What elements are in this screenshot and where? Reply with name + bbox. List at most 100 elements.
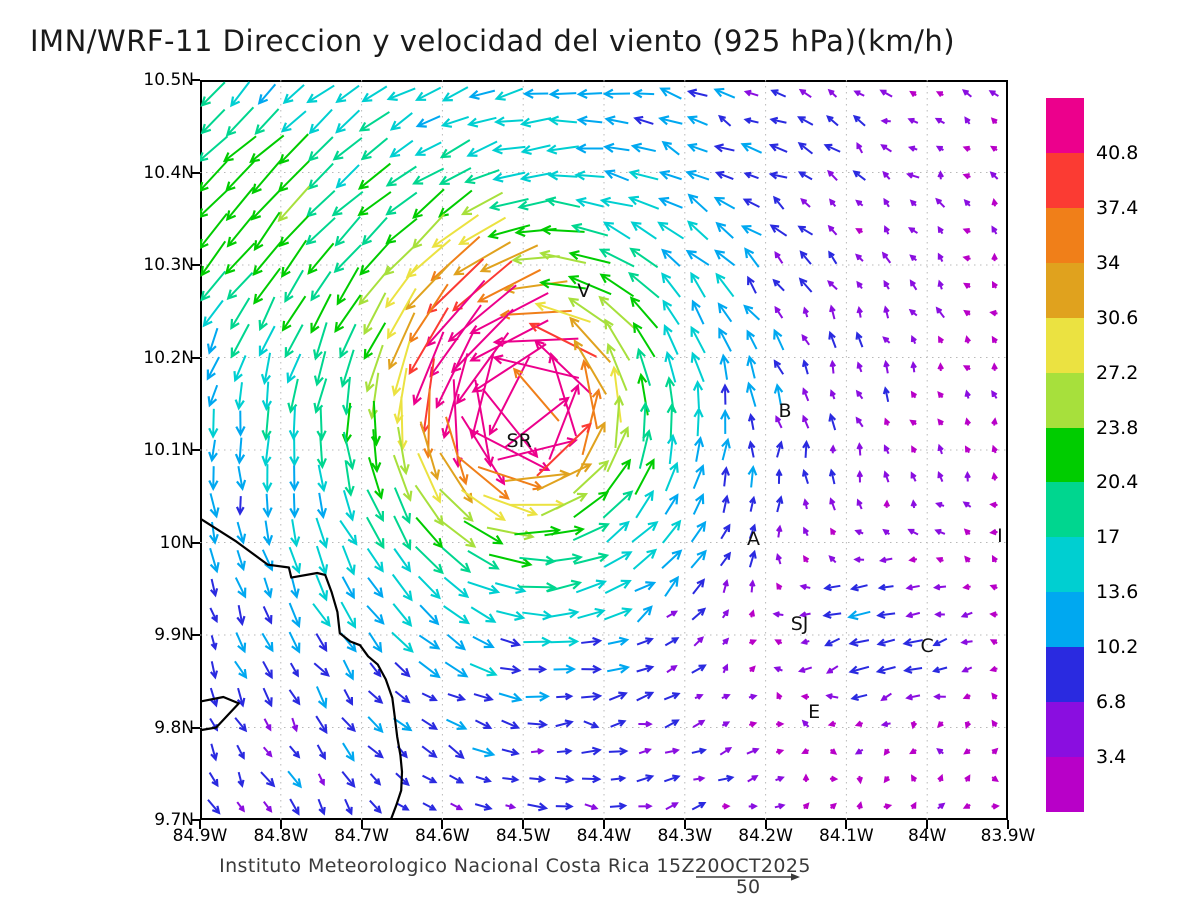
- wind-arrow-head: [936, 721, 944, 728]
- wind-arrow-shaft: [345, 402, 352, 443]
- wind-arrow-head: [748, 609, 756, 617]
- wind-arrow-head: [686, 220, 698, 231]
- y-axis-tick-label: 9.7N: [154, 810, 194, 830]
- wind-arrow-head: [265, 805, 273, 813]
- wind-arrow-shaft: [536, 423, 591, 477]
- wind-arrow-head: [320, 667, 330, 677]
- wind-arrow-shaft: [427, 258, 485, 313]
- wind-arrow-shaft: [443, 605, 469, 624]
- wind-arrow-head: [573, 339, 584, 351]
- colorbar-tick-label: 30.6: [1096, 306, 1139, 329]
- wind-arrow-shaft: [237, 604, 244, 624]
- wind-arrow-shaft: [688, 90, 708, 97]
- wind-arrow-shaft: [288, 602, 300, 627]
- wind-arrow-head: [503, 283, 515, 294]
- wind-arrow-head: [883, 197, 890, 205]
- wind-arrow-head: [206, 343, 217, 355]
- wind-arrow-head: [208, 451, 218, 463]
- wind-arrow-shaft: [664, 463, 678, 492]
- wind-arrow-shaft: [607, 344, 628, 391]
- x-axis-tick-label: 84.6W: [415, 826, 470, 846]
- wind-arrow-head: [373, 587, 384, 599]
- wind-arrow-shaft: [572, 224, 609, 237]
- wind-arrow-shaft: [630, 297, 659, 329]
- wind-arrow-shaft: [581, 749, 600, 754]
- x-axis-tick-mark: [683, 820, 686, 829]
- wind-arrow-shaft: [409, 283, 449, 343]
- wind-arrow-head: [745, 381, 756, 393]
- wind-arrow-shaft: [312, 603, 331, 626]
- wind-arrow-head: [598, 490, 610, 501]
- wind-arrow-shaft: [287, 353, 302, 382]
- wind-arrow-head: [960, 611, 969, 618]
- wind-arrow-head: [905, 693, 913, 701]
- wind-arrow-shaft: [687, 171, 710, 181]
- x-axis-tick-mark: [199, 820, 201, 829]
- wind-arrow-shaft: [692, 494, 704, 515]
- wind-arrow-head: [495, 511, 507, 522]
- wind-arrow-head: [644, 747, 652, 755]
- wind-arrow-head: [802, 802, 810, 810]
- wind-arrow-head: [988, 90, 996, 97]
- wind-arrow-head: [963, 282, 971, 289]
- wind-arrow-head: [636, 347, 646, 359]
- wind-arrow-shaft: [660, 171, 682, 181]
- wind-arrow-head: [697, 607, 707, 616]
- wind-arrow-head: [802, 387, 809, 395]
- wind-arrow-head: [854, 748, 862, 755]
- wind-arrow-shaft: [690, 522, 706, 543]
- wind-arrow-shaft: [463, 520, 503, 545]
- wind-arrow-head: [991, 747, 999, 755]
- wind-arrow-head: [883, 499, 891, 507]
- wind-arrow-head: [629, 296, 641, 307]
- wind-arrow-head: [883, 470, 890, 478]
- wind-arrow-head: [907, 227, 916, 234]
- wind-arrow-head: [937, 418, 944, 426]
- wind-arrow-head: [574, 170, 586, 181]
- wind-arrow-shaft: [605, 170, 630, 182]
- wind-arrow-head: [234, 453, 246, 465]
- wind-arrow-head: [690, 271, 700, 283]
- wind-arrow-head: [852, 170, 861, 178]
- wind-arrow-shaft: [519, 556, 554, 563]
- wind-arrow-head: [905, 584, 913, 591]
- wind-arrow-shaft: [850, 665, 870, 673]
- wind-arrow-head: [696, 520, 707, 532]
- wind-arrow-head: [990, 117, 998, 125]
- colorbar-band: [1046, 647, 1084, 703]
- wind-arrow-shaft: [471, 352, 495, 438]
- wind-arrow-head: [642, 605, 653, 616]
- wind-arrow-head: [546, 144, 558, 155]
- wind-arrow-shaft: [462, 191, 504, 215]
- wind-arrow-head: [910, 360, 917, 369]
- wind-arrow-head: [852, 114, 861, 123]
- wind-arrow-shaft: [527, 803, 547, 810]
- wind-arrow-shaft: [363, 292, 387, 334]
- wind-arrow-head: [961, 89, 969, 96]
- colorbar-band: [1046, 317, 1084, 374]
- wind-arrow-head: [346, 778, 356, 789]
- wind-arrow-shaft: [441, 547, 470, 573]
- wind-arrow-head: [254, 124, 265, 135]
- wind-arrow-shaft: [209, 493, 218, 517]
- wind-arrow-head: [430, 469, 441, 481]
- wind-arrow-shaft: [451, 308, 514, 373]
- wind-arrow-head: [252, 265, 263, 277]
- wind-arrow-head: [548, 88, 560, 100]
- wind-arrow-head: [618, 775, 627, 783]
- wind-arrow-head: [346, 723, 356, 733]
- wind-arrow-shaft: [265, 493, 270, 516]
- wind-arrow-shaft: [905, 667, 923, 672]
- wind-arrow-head: [537, 748, 545, 755]
- wind-arrow-head: [883, 359, 890, 368]
- wind-arrow-head: [455, 640, 467, 651]
- wind-arrow-head: [237, 642, 247, 654]
- wind-arrow-shaft: [744, 248, 760, 268]
- wind-arrow-shaft: [604, 459, 631, 495]
- wind-arrow-head: [499, 489, 510, 500]
- wind-arrow-shaft: [494, 582, 525, 592]
- wind-arrow-shaft: [488, 553, 531, 566]
- wind-arrow-head: [856, 470, 864, 478]
- wind-arrow-head: [801, 468, 809, 477]
- wind-arrow-shaft: [447, 693, 465, 701]
